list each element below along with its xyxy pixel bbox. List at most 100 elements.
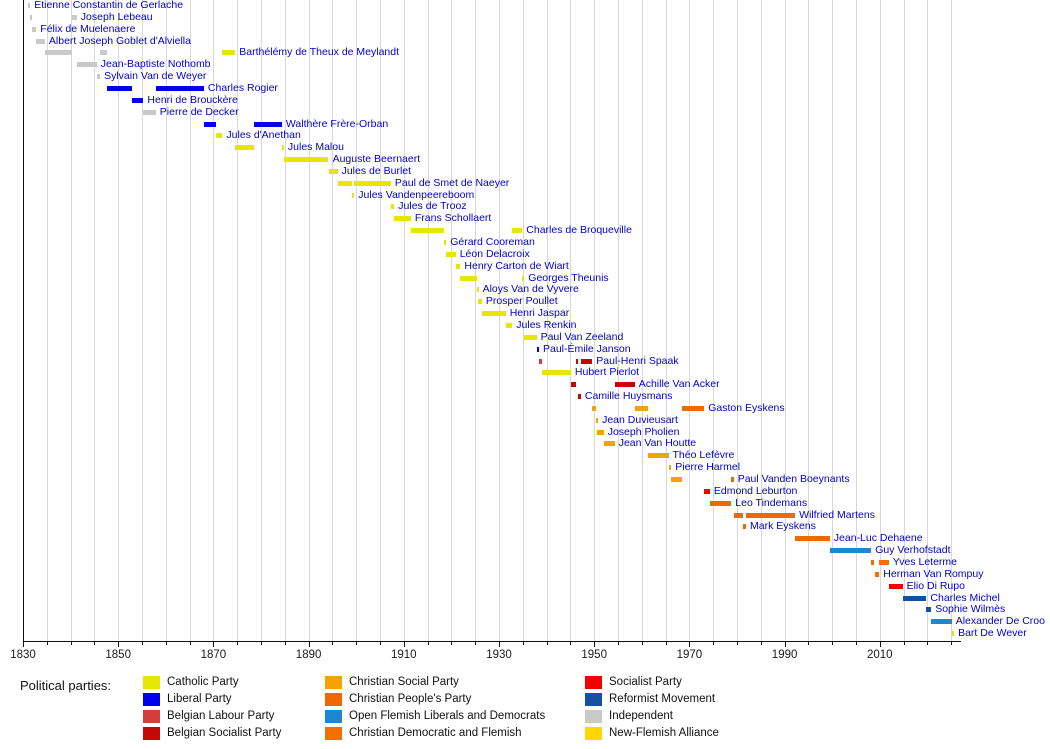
pm-name-label[interactable]: Paul-Émile Janson <box>543 342 631 355</box>
term-bar[interactable] <box>446 251 456 257</box>
term-bar[interactable] <box>951 631 955 636</box>
term-bar[interactable] <box>746 512 795 518</box>
term-bar[interactable] <box>477 299 482 305</box>
pm-name-label[interactable]: Paul Van Zeeland <box>540 330 624 343</box>
term-bar[interactable] <box>44 50 72 56</box>
pm-name-label[interactable]: Théo Lefèvre <box>672 449 735 462</box>
term-bar[interactable] <box>476 287 479 293</box>
pm-name-label[interactable]: Wilfried Martens <box>799 508 875 521</box>
term-bar[interactable] <box>648 453 669 459</box>
term-bar[interactable] <box>390 204 395 210</box>
term-bar[interactable] <box>733 512 744 518</box>
pm-name-label[interactable]: Sophie Wilmès <box>935 603 1006 616</box>
pm-name-label[interactable]: Jules Renkin <box>516 318 577 331</box>
pm-name-label[interactable]: Charles Michel <box>930 591 1000 604</box>
pm-name-label[interactable]: Charles de Broqueville <box>526 224 632 237</box>
term-bar[interactable] <box>576 358 579 364</box>
term-bar[interactable] <box>203 121 216 127</box>
pm-name-label[interactable]: Frans Schollaert <box>414 212 492 225</box>
term-bar[interactable] <box>931 619 952 625</box>
term-bar[interactable] <box>235 145 254 151</box>
pm-name-label[interactable]: Leo Tindemans <box>735 496 808 509</box>
term-bar[interactable] <box>829 548 872 554</box>
pm-name-label[interactable]: Sylvain Van de Weyer <box>104 70 207 83</box>
term-bar[interactable] <box>536 346 539 352</box>
pm-name-label[interactable]: Jean-Baptiste Nothomb <box>100 58 211 71</box>
pm-name-label[interactable]: Edmond Leburton <box>713 484 798 497</box>
term-bar[interactable] <box>578 394 581 400</box>
pm-name-label[interactable]: Pierre Harmel <box>675 461 741 474</box>
term-bar[interactable] <box>523 334 537 340</box>
term-bar[interactable] <box>351 192 355 198</box>
term-bar[interactable] <box>76 62 97 68</box>
pm-name-label[interactable]: Herman Van Rompuy <box>883 567 984 580</box>
term-bar[interactable] <box>570 382 577 388</box>
pm-name-label[interactable]: Joseph Pholien <box>607 425 680 438</box>
term-bar[interactable] <box>143 109 156 115</box>
term-bar[interactable] <box>222 50 236 56</box>
pm-name-label[interactable]: Guy Verhofstadt <box>875 544 951 557</box>
term-bar[interactable] <box>522 275 525 281</box>
term-bar[interactable] <box>596 417 599 423</box>
pm-name-label[interactable]: Henry Carton de Wiart <box>464 259 569 272</box>
pm-name-label[interactable]: Léon Delacroix <box>459 247 530 260</box>
term-bar[interactable] <box>795 536 830 542</box>
term-bar[interactable] <box>671 477 683 482</box>
term-bar[interactable] <box>155 86 204 91</box>
pm-name-label[interactable]: Georges Theunis <box>528 271 609 284</box>
term-bar[interactable] <box>460 275 477 281</box>
term-bar[interactable] <box>72 14 77 20</box>
term-bar[interactable] <box>743 524 747 530</box>
pm-name-label[interactable]: Gérard Cooreman <box>450 236 535 248</box>
term-bar[interactable] <box>443 240 447 245</box>
term-bar[interactable] <box>455 263 461 269</box>
term-bar[interactable] <box>539 358 543 364</box>
term-bar[interactable] <box>253 121 282 127</box>
term-bar[interactable] <box>481 311 506 317</box>
term-bar[interactable] <box>328 168 338 174</box>
term-bar[interactable] <box>668 465 672 471</box>
term-bar[interactable] <box>106 86 132 91</box>
term-bar[interactable] <box>354 180 391 186</box>
pm-name-label[interactable]: Gaston Eyskens <box>708 401 785 414</box>
term-bar[interactable] <box>505 322 513 328</box>
term-bar[interactable] <box>31 26 37 32</box>
term-bar[interactable] <box>682 405 705 411</box>
term-bar[interactable] <box>634 405 648 411</box>
term-bar[interactable] <box>731 477 734 482</box>
pm-name-label[interactable]: Mark Eyskens <box>750 520 816 533</box>
pm-name-label[interactable]: Joseph Lebeau <box>80 10 153 23</box>
term-bar[interactable] <box>603 441 615 447</box>
term-bar[interactable] <box>100 50 107 56</box>
term-bar[interactable] <box>410 228 444 234</box>
pm-name-label[interactable]: Jean Van Houtte <box>618 437 697 450</box>
term-bar[interactable] <box>29 14 32 20</box>
term-bar[interactable] <box>592 405 597 411</box>
term-bar[interactable] <box>337 180 352 186</box>
pm-name-label[interactable]: Jules d'Anethan <box>226 129 301 142</box>
pm-name-label[interactable]: Henri de Brouckère <box>147 93 238 106</box>
term-bar[interactable] <box>888 583 903 589</box>
term-bar[interactable] <box>614 382 635 388</box>
pm-name-label[interactable]: Walthère Frère-Orban <box>285 117 389 130</box>
pm-name-label[interactable]: Jules de Trooz <box>398 200 467 213</box>
pm-name-label[interactable]: Auguste Beernaert <box>332 153 421 165</box>
pm-name-label[interactable]: Paul-Henri Spaak <box>596 354 679 367</box>
term-bar[interactable] <box>96 74 101 80</box>
term-bar[interactable] <box>28 3 31 8</box>
pm-name-label[interactable]: Elio Di Rupo <box>906 579 965 592</box>
pm-name-label[interactable]: Jules de Burlet <box>341 164 412 177</box>
pm-name-label[interactable]: Paul de Smet de Naeyer <box>394 176 510 189</box>
term-bar[interactable] <box>131 97 144 103</box>
term-bar[interactable] <box>871 559 875 565</box>
pm-name-label[interactable]: Pierre de Decker <box>159 105 239 118</box>
term-bar[interactable] <box>512 228 523 234</box>
pm-name-label[interactable]: Yves Leterme <box>892 555 957 568</box>
pm-name-label[interactable]: Jean Duvieusart <box>602 413 678 426</box>
term-bar[interactable] <box>704 488 710 494</box>
pm-name-label[interactable]: Henri Jaspar <box>509 307 570 320</box>
pm-name-label[interactable]: Alexander De Croo <box>955 615 1045 628</box>
pm-name-label[interactable]: Jules Vandenpeereboom <box>358 188 475 201</box>
term-bar[interactable] <box>879 559 889 565</box>
pm-name-label[interactable]: Paul Vanden Boeynants <box>737 473 850 485</box>
